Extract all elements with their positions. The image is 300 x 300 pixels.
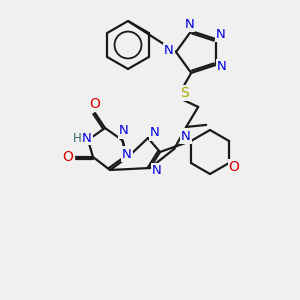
Text: N: N bbox=[152, 164, 162, 178]
Text: O: O bbox=[90, 97, 101, 111]
Text: S: S bbox=[180, 86, 189, 100]
Text: N: N bbox=[184, 18, 194, 31]
Text: N: N bbox=[217, 60, 227, 74]
Text: N: N bbox=[119, 124, 129, 137]
Text: H: H bbox=[73, 131, 81, 145]
Text: O: O bbox=[229, 160, 239, 174]
Text: N: N bbox=[181, 130, 191, 142]
Text: N: N bbox=[122, 148, 132, 160]
Text: N: N bbox=[150, 127, 160, 140]
Text: N: N bbox=[82, 131, 92, 145]
Text: N: N bbox=[216, 28, 226, 40]
Text: O: O bbox=[63, 150, 74, 164]
Text: N: N bbox=[164, 44, 174, 58]
